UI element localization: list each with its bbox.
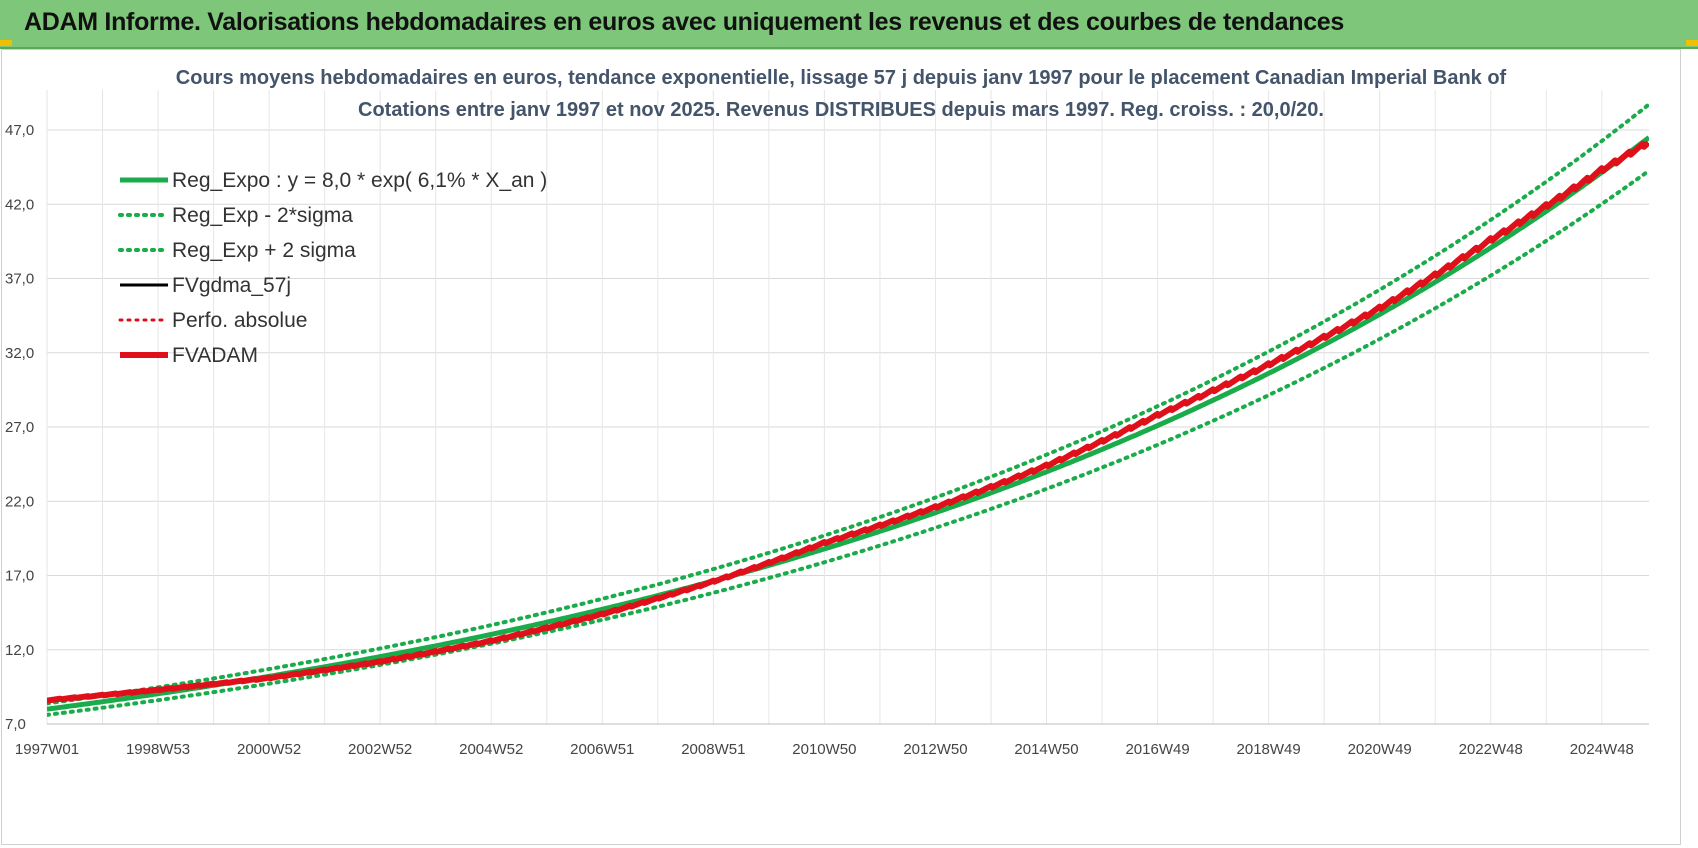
x-tick-label: 2002W52 <box>348 741 412 758</box>
x-axis-ticks: 1997W01 1998W53 2000W52 2002W52 2004W52 2006W… <box>15 741 1634 758</box>
legend-label: Reg_Exp - 2*sigma <box>172 204 353 227</box>
page-title: ADAM Informe. Valorisations hebdomadaire… <box>24 8 1345 36</box>
y-tick-label: 17,0 <box>5 568 34 585</box>
x-tick-label: 2012W50 <box>903 741 967 758</box>
regression-upper-band <box>47 102 1649 706</box>
legend-label: Reg_Expo : y = 8,0 * exp( 6,1% * X_an ) <box>172 169 547 192</box>
x-tick-label: 2010W50 <box>792 741 856 758</box>
y-tick-label: 37,0 <box>5 271 34 288</box>
grid <box>46 90 1649 725</box>
x-tick-label: 1998W53 <box>126 741 190 758</box>
x-tick-label: 2004W52 <box>459 741 523 758</box>
corner-marker-right <box>1686 40 1698 46</box>
chart-title: Cours moyens hebdomadaires en euros, ten… <box>176 67 1507 121</box>
chart-title-line-2: Cotations entre janv 1997 et nov 2025. R… <box>358 99 1324 121</box>
regression-line <box>47 135 1649 712</box>
y-tick-label: 27,0 <box>5 419 34 436</box>
x-tick-label: 1997W01 <box>15 741 79 758</box>
y-tick-label: 42,0 <box>5 196 34 213</box>
x-tick-label: 2020W49 <box>1348 741 1412 758</box>
x-tick-label: 2018W49 <box>1237 741 1301 758</box>
x-tick-label: 2014W50 <box>1014 741 1078 758</box>
x-tick-label: 2006W51 <box>570 741 634 758</box>
chart-title-line-1: Cours moyens hebdomadaires en euros, ten… <box>176 67 1507 89</box>
legend-label: FVgdma_57j <box>172 274 291 297</box>
x-tick-label: 2022W48 <box>1459 741 1523 758</box>
x-tick-label: 2016W49 <box>1125 741 1189 758</box>
corner-marker-left <box>0 40 12 46</box>
y-tick-label: 12,0 <box>5 642 34 659</box>
legend: Reg_Expo : y = 8,0 * exp( 6,1% * X_an ) R… <box>118 169 547 367</box>
x-tick-label: 2024W48 <box>1570 741 1634 758</box>
series-lines <box>47 102 1649 717</box>
y-tick-label: 32,0 <box>5 345 34 362</box>
y-tick-label: 47,0 <box>5 122 34 139</box>
x-tick-label: 2000W52 <box>237 741 301 758</box>
line-chart: 47,0 42,0 37,0 32,0 27,0 22,0 17,0 12,0 7,0 1997… <box>5 67 1649 758</box>
y-tick-label: 7,0 <box>5 716 26 733</box>
header-banner: ADAM Informe. Valorisations hebdomadaire… <box>0 0 1698 49</box>
chart-area: 47,0 42,0 37,0 32,0 27,0 22,0 17,0 12,0 7,0 1997… <box>1 49 1681 845</box>
legend-label: FVADAM <box>172 344 258 367</box>
y-axis-ticks: 47,0 42,0 37,0 32,0 27,0 22,0 17,0 12,0 7,0 <box>5 122 34 733</box>
fvadam-line <box>47 140 1649 704</box>
regression-lower-band <box>47 168 1649 717</box>
y-tick-label: 22,0 <box>5 493 34 510</box>
x-tick-label: 2008W51 <box>681 741 745 758</box>
legend-label: Reg_Exp + 2 sigma <box>172 239 356 262</box>
legend-label: Perfo. absolue <box>172 309 307 332</box>
